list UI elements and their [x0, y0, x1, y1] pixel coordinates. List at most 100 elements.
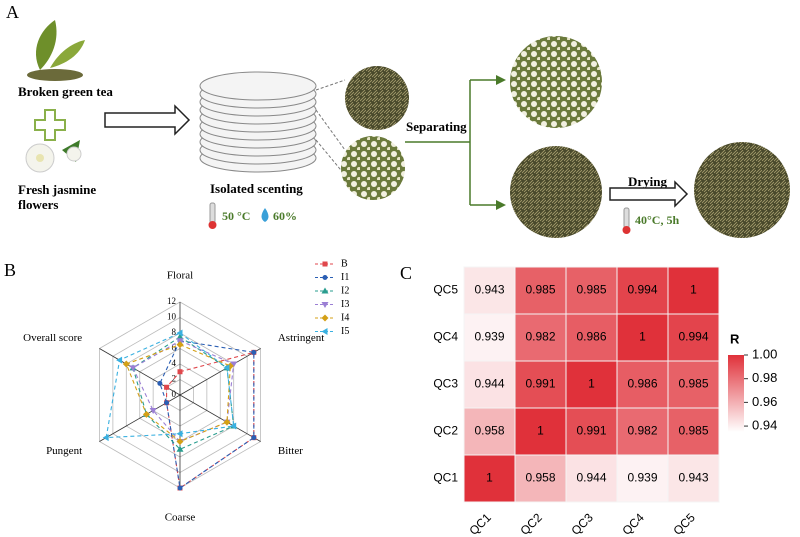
point: [177, 485, 183, 491]
point: [176, 329, 183, 337]
r-tick-label: 6: [172, 343, 177, 353]
panel-label: A: [6, 2, 19, 22]
arrow: [609, 180, 689, 208]
legend-label: B: [341, 258, 348, 269]
point: [176, 333, 184, 340]
legend-marker: [322, 275, 328, 280]
charts: B024681012FloralAstringentBitterCoarsePu…: [4, 258, 777, 537]
cell: [667, 313, 720, 362]
x-tick-label: QC1: [467, 510, 495, 537]
cell-label: 1: [486, 471, 493, 485]
separating-label: Separating: [406, 119, 467, 134]
legend-label: I1: [341, 272, 349, 283]
cell-label: 0.986: [576, 330, 606, 344]
x-tick-label: QC3: [569, 510, 597, 537]
point: [157, 380, 163, 386]
tea-label: Broken green tea: [18, 84, 113, 99]
cell-label: 0.943: [474, 283, 504, 297]
y-tick-label: QC5: [433, 283, 458, 297]
point: [122, 360, 130, 368]
axis-line: [179, 394, 261, 442]
r-tick-label: 10: [167, 312, 177, 322]
axis-label: Floral: [167, 270, 193, 282]
legend-marker: [321, 314, 329, 322]
cell: [463, 407, 516, 456]
cell: [616, 454, 669, 503]
branch-lines: [405, 79, 500, 206]
drying-condition: 40°C, 5h: [635, 213, 679, 227]
temperature: 50 °C: [222, 209, 250, 223]
cell-label: 0.958: [525, 471, 555, 485]
colorbar-title: R: [730, 331, 740, 346]
colorbar-tick-label: 0.98: [752, 370, 777, 385]
cell: [463, 266, 516, 315]
cell: [463, 454, 516, 503]
cell: [667, 360, 720, 409]
axis-label: Pungent: [46, 445, 82, 457]
legend-marker: [321, 302, 329, 308]
axis-label: Bitter: [278, 445, 303, 457]
point: [149, 408, 157, 414]
point: [251, 435, 257, 441]
cell-label: 0.991: [576, 424, 606, 438]
legend-marker: [322, 261, 328, 267]
cell-label: 1: [588, 377, 595, 391]
point: [176, 445, 184, 452]
scented-tea-photo: [510, 146, 602, 238]
point: [230, 422, 237, 430]
cell: [616, 313, 669, 362]
legend-marker: [321, 287, 329, 294]
guide-lines: [315, 79, 346, 176]
point: [176, 341, 184, 349]
branch-heads: [496, 75, 506, 210]
colorbar-tick-label: 0.94: [752, 418, 777, 433]
cell-label: 0.985: [525, 283, 555, 297]
thermometer: [208, 202, 217, 229]
point: [176, 438, 184, 445]
tea-photo: [345, 66, 409, 130]
cell-label: 0.994: [678, 330, 708, 344]
cell: [565, 407, 618, 456]
cell-label: 0.944: [576, 471, 606, 485]
cell-label: 0.958: [474, 424, 504, 438]
panel-label: B: [4, 260, 16, 280]
cell-label: 0.985: [678, 424, 708, 438]
point: [176, 430, 183, 438]
mix-photo: [341, 136, 405, 200]
y-tick-label: QC3: [433, 377, 458, 391]
dried-tea-photo: [694, 142, 790, 238]
legend-label: I4: [341, 312, 349, 323]
point: [177, 369, 183, 375]
r-tick-label: 0: [172, 389, 177, 399]
cell-label: 0.985: [678, 377, 708, 391]
drying-label: Drying: [628, 174, 668, 189]
colorbar-tick-label: 0.96: [752, 394, 777, 409]
legend-label: I2: [341, 285, 349, 296]
point: [164, 400, 170, 406]
cell-label: 0.991: [525, 377, 555, 391]
colorbar: [728, 355, 744, 432]
point: [230, 361, 238, 368]
cell: [565, 266, 618, 315]
cell-label: 0.943: [678, 471, 708, 485]
r-tick-label: 4: [172, 358, 177, 368]
jasmine-label: Fresh jasmine flowers: [18, 182, 97, 212]
point: [129, 365, 137, 372]
y-tick-label: QC4: [433, 330, 458, 344]
x-tick-label: QC5: [671, 510, 699, 537]
r-tick-label: 12: [167, 296, 176, 306]
legend-label: I3: [341, 299, 349, 310]
tea-icon: [27, 20, 85, 81]
thermometer: [622, 207, 631, 234]
scenting-stack: [199, 71, 317, 173]
y-tick-label: QC1: [433, 471, 458, 485]
x-tick-label: QC4: [620, 510, 648, 537]
cell-label: 0.986: [627, 377, 657, 391]
cell-label: 1: [690, 283, 697, 297]
cell: [463, 360, 516, 409]
cell-label: 0.939: [474, 330, 504, 344]
r-tick-label: 8: [172, 327, 177, 337]
axis-line: [179, 348, 261, 396]
point: [251, 349, 257, 355]
